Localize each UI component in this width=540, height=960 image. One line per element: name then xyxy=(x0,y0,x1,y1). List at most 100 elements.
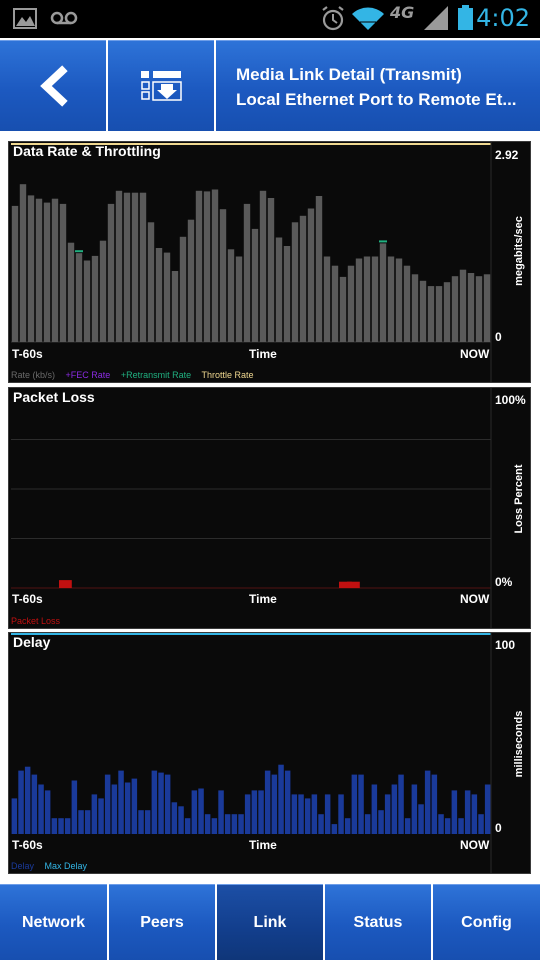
x-start-label: T-60s xyxy=(12,592,43,606)
tab-link[interactable]: Link xyxy=(217,884,323,960)
delay-bar xyxy=(418,804,424,834)
x-start-label: T-60s xyxy=(12,838,43,852)
delay-bar xyxy=(304,798,311,834)
voicemail-icon xyxy=(50,11,78,25)
delay-bar xyxy=(478,814,484,834)
delay-bar xyxy=(111,784,118,834)
app-header: Media Link Detail (Transmit) Local Ether… xyxy=(0,38,540,134)
delay-bar xyxy=(244,794,251,834)
legend-fec: +FEC Rate xyxy=(65,370,111,380)
rate-bar xyxy=(131,192,139,342)
delay-bar xyxy=(51,818,58,834)
delay-bar xyxy=(351,774,358,834)
delay-bar xyxy=(431,774,438,834)
rate-bar xyxy=(195,190,203,342)
legend-max-delay: Max Delay xyxy=(44,861,88,871)
rate-bar xyxy=(363,256,371,342)
rate-bar xyxy=(35,198,43,342)
data-rate-chart-panel: Data Rate & Throttling 2.92 0 megabits/s… xyxy=(8,141,531,383)
rate-bar xyxy=(67,242,75,342)
delay-bar xyxy=(398,774,404,834)
delay-bar xyxy=(164,774,171,834)
delay-chart xyxy=(11,633,492,873)
delay-bar xyxy=(298,794,304,834)
delay-bar xyxy=(371,784,378,834)
delay-bar xyxy=(31,774,38,834)
page-title: Media Link Detail (Transmit) xyxy=(236,65,462,84)
list-view-button[interactable] xyxy=(108,40,214,131)
delay-bar xyxy=(424,770,431,834)
back-button[interactable] xyxy=(0,40,106,131)
rate-bar xyxy=(51,198,59,342)
rate-bar xyxy=(179,236,187,342)
rate-bar xyxy=(339,276,347,342)
tab-peers[interactable]: Peers xyxy=(109,884,215,960)
delay-bar xyxy=(378,810,384,834)
rate-bar xyxy=(395,258,403,342)
delay-bar xyxy=(471,794,478,834)
retransmit-mark xyxy=(75,250,83,253)
rate-bar xyxy=(467,273,475,342)
delay-bar xyxy=(404,818,411,834)
packet-loss-chart-panel: Packet Loss 100% 0% Loss Percent T-60s T… xyxy=(8,387,531,629)
delay-bar xyxy=(391,784,398,834)
delay-bar xyxy=(438,814,444,834)
delay-bar xyxy=(44,790,51,834)
rate-bar xyxy=(371,256,379,342)
rate-bar xyxy=(419,280,427,342)
delay-bar xyxy=(284,770,291,834)
chart-title: Packet Loss xyxy=(13,389,95,405)
delay-bar xyxy=(118,770,124,834)
battery-icon xyxy=(458,5,473,30)
delay-bar xyxy=(451,790,458,834)
legend-packet-loss: Packet Loss xyxy=(11,616,61,626)
delay-bar xyxy=(144,810,151,834)
tab-status[interactable]: Status xyxy=(325,884,431,960)
rate-bar xyxy=(299,215,307,342)
delay-bar xyxy=(211,818,218,834)
delay-bar xyxy=(178,806,184,834)
loss-bar xyxy=(339,581,352,588)
y-min-label: 0 xyxy=(495,821,502,835)
y-max-label: 100 xyxy=(495,638,516,652)
tab-network[interactable]: Network xyxy=(0,884,107,960)
tab-config[interactable]: Config xyxy=(433,884,540,960)
delay-bar xyxy=(231,814,238,834)
rate-bar xyxy=(211,189,219,342)
back-arrow-icon xyxy=(40,65,68,107)
delay-bar xyxy=(251,790,258,834)
rate-bar xyxy=(243,203,251,342)
delay-bar xyxy=(318,814,324,834)
legend-throttle: Throttle Rate xyxy=(201,370,254,380)
x-start-label: T-60s xyxy=(12,347,43,361)
delay-bar xyxy=(358,774,364,834)
delay-bar xyxy=(204,814,211,834)
rate-bar xyxy=(443,282,451,342)
rate-bar xyxy=(115,190,123,342)
delay-bar xyxy=(218,790,224,834)
rate-bar xyxy=(427,286,435,342)
y-axis-label: milliseconds xyxy=(513,710,525,778)
rate-bar xyxy=(27,195,35,342)
rate-bar xyxy=(83,260,91,342)
y-min-label: 0% xyxy=(495,575,513,589)
delay-bar xyxy=(411,784,418,834)
delay-bar xyxy=(484,784,491,834)
delay-bar xyxy=(24,766,31,834)
y-axis-label: megabits/sec xyxy=(513,216,525,286)
rate-bar xyxy=(259,190,267,342)
x-axis-label: Time xyxy=(249,347,277,361)
rate-bar xyxy=(331,265,339,342)
rate-bar xyxy=(483,274,491,342)
legend-rate: Rate (kb/s) xyxy=(11,370,56,380)
rate-bar xyxy=(323,256,331,342)
delay-bar xyxy=(11,798,18,834)
delay-bar xyxy=(131,778,138,834)
y-max-label: 100% xyxy=(495,393,526,407)
delay-bar xyxy=(344,818,351,834)
delay-bar xyxy=(64,818,71,834)
chart-legend: Packet Loss xyxy=(11,616,68,626)
delay-bar xyxy=(238,814,244,834)
rate-bar xyxy=(411,274,419,342)
delay-bar xyxy=(104,774,111,834)
